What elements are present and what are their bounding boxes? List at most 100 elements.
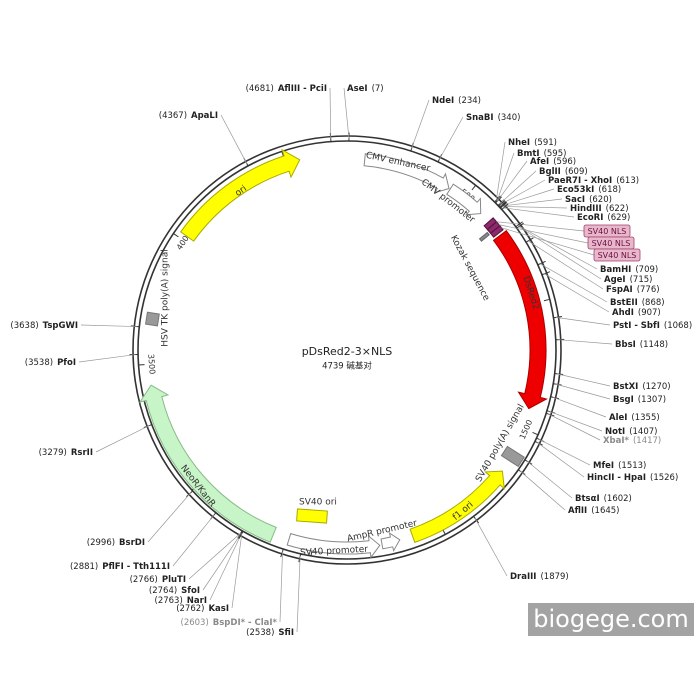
site-name: BsrDI: [119, 538, 145, 548]
site-label: AseI (7): [347, 84, 384, 94]
site-name: PluTI: [162, 575, 186, 585]
scale-tick: [543, 298, 550, 302]
site-position: (2766): [130, 575, 158, 585]
cmv-promoter-arrow: [446, 183, 482, 216]
site-leader: [78, 354, 136, 363]
dsred2-arrow: [492, 229, 548, 410]
site-name: BtsαI: [575, 494, 600, 504]
site-label: AfeI (596): [530, 157, 576, 167]
site-label: BsgI (1307): [613, 395, 666, 405]
site-name: FspAI: [606, 285, 633, 295]
site-position: (613): [616, 176, 639, 186]
site-leader: [411, 99, 430, 149]
site-label: BtsαI (1602): [575, 494, 632, 504]
site-position: (618): [598, 185, 621, 195]
site-position: (3638): [10, 321, 38, 331]
site-position: (1602): [604, 494, 632, 504]
site-leader: [555, 383, 611, 400]
sv40-promoter-arrow: [286, 532, 381, 559]
plasmid-length: 4739 碱基对: [322, 361, 372, 372]
site-position: (2603): [181, 618, 209, 628]
site-leader: [202, 533, 242, 591]
site-label: (2762) KasI: [176, 604, 229, 614]
site-tick: [499, 201, 507, 209]
site-label: (2881) PflFI - Tth111I: [70, 562, 170, 572]
site-position: (609): [565, 167, 588, 177]
site-position: (3279): [39, 448, 67, 458]
site-leader: [296, 556, 301, 633]
site-leader: [501, 198, 563, 207]
site-leader: [558, 339, 613, 345]
nls-box: [593, 248, 641, 262]
watermark-box: [528, 603, 694, 636]
site-label: (2603) BspDI* - ClaI*: [181, 618, 278, 628]
site-position: (2762): [176, 604, 204, 614]
site-position: (4681): [246, 84, 274, 94]
site-label: BstXI (1270): [613, 382, 671, 392]
site-name: HincII - HpaI: [587, 473, 646, 483]
scale-label: 3500: [146, 354, 156, 375]
site-tick: [515, 221, 523, 228]
site-position: (1307): [638, 395, 666, 405]
f1-ori-arrow: [409, 470, 505, 544]
site-leader: [495, 141, 506, 201]
site-name: Eco53kI: [557, 185, 594, 195]
scale-tick: [173, 233, 179, 238]
site-tick: [498, 200, 506, 208]
site-leader: [539, 263, 608, 303]
site-name: XbaI*: [603, 436, 630, 446]
neor-kanr-arrow: [138, 384, 277, 543]
site-position: (620): [589, 195, 612, 205]
site-name: DraIII: [510, 572, 536, 582]
site-label: MfeI (1513): [593, 461, 646, 471]
site-leader: [172, 514, 215, 567]
site-label: BglII (609): [539, 167, 588, 177]
site-label: NheI (591): [508, 138, 557, 148]
site-label: SnaBI (340): [466, 113, 520, 123]
site-label: AhdI (907): [612, 308, 661, 318]
ampr-promoter-arrow: [380, 532, 401, 553]
site-leader: [503, 207, 575, 218]
site-leader: [95, 425, 150, 453]
site-name: BmtI: [517, 149, 540, 159]
site-leader: [528, 240, 604, 290]
site-position: (2764): [149, 586, 177, 596]
site-label: (3638) TspGWI: [10, 321, 78, 331]
site-tick: [501, 203, 509, 211]
nls-label: SV40 NLS: [592, 239, 631, 248]
site-name: AgeI: [604, 275, 626, 285]
site-tick: [280, 548, 284, 558]
nls-leader: [498, 224, 589, 244]
site-position: (709): [635, 265, 658, 275]
site-name: AseI: [347, 84, 368, 94]
site-leader: [548, 413, 601, 441]
site-name: AhdI: [612, 308, 634, 318]
site-position: (1068): [664, 321, 692, 331]
site-name: SacI: [565, 195, 585, 205]
site-position: (1526): [650, 473, 678, 483]
site-position: (4367): [159, 111, 187, 121]
site-leader: [502, 206, 568, 209]
site-name: PflFI - Tth111I: [102, 562, 170, 572]
site-position: (1417): [633, 436, 661, 446]
site-name: PfoI: [57, 358, 76, 368]
site-name: AflIII - PciI: [278, 84, 327, 94]
site-position: (1645): [591, 506, 619, 516]
site-leader: [188, 532, 242, 580]
site-name: BamHI: [600, 265, 631, 275]
site-name: BstXI: [613, 382, 638, 392]
site-leader: [343, 87, 350, 139]
site-name: TspGWI: [43, 321, 78, 331]
site-tick: [541, 271, 551, 276]
site-leader: [520, 470, 566, 511]
site-name: SfoI: [181, 586, 200, 596]
site-name: BspDI* - ClaI*: [213, 618, 278, 628]
site-name: PstI - SbfI: [613, 321, 660, 331]
site-label: HincII - HpaI (1526): [587, 473, 678, 483]
site-position: (591): [534, 138, 557, 148]
cmv-enhancer-arrow: [363, 153, 450, 194]
plasmid-name: pDsRed2-3×NLS: [302, 345, 393, 358]
nls-label: SV40 NLS: [588, 227, 627, 236]
site-leader: [557, 373, 611, 387]
